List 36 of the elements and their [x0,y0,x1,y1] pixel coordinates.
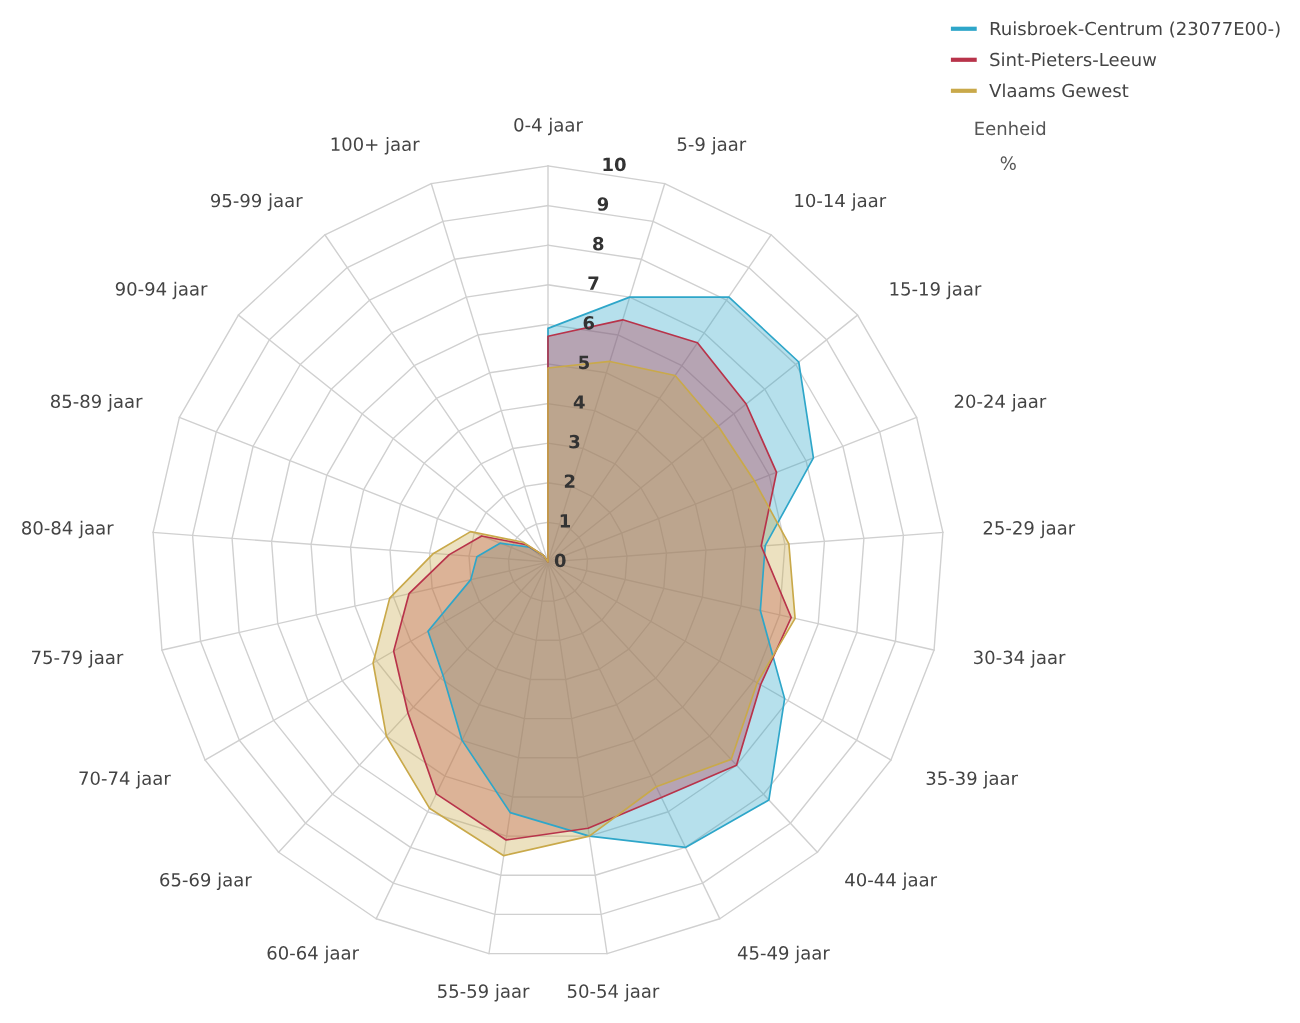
spoke-label: 40-44 jaar [845,872,938,891]
legend-label: Sint-Pieters-Leeuw [990,52,1157,67]
spoke-label: 5-9 jaar [677,137,747,155]
y-tick-label: 7 [588,276,599,290]
spoke-label: 80-84 jaar [22,520,114,539]
y-tick-label: 9 [597,197,609,211]
text: % [1000,156,1016,170]
spoke-label: 15-19 jaar [890,281,982,300]
spoke-label: 20-24 jaar [954,394,1047,412]
spoke-label: 0-4 jaar [514,117,583,136]
y-tick-label: 0 [554,553,566,568]
y-tick-label: 3 [569,434,580,449]
spoke-label: 65-69 jaar [160,872,252,891]
spoke-label: 60-64 jaar [267,945,359,964]
spoke-label: 35-39 jaar [926,771,1019,789]
spoke-label: 75-79 jaar [32,650,124,668]
spoke-label: 90-94 jaar [115,281,208,300]
text: Eenheid [975,121,1046,136]
spoke-label: 30-34 jaar [974,650,1066,668]
y-tick-label: 10 [603,157,626,172]
legend-label: Ruisbroek-Centrum (23077E00-) [990,21,1280,38]
y-tick-label: 1 [560,514,571,528]
spoke-label: 85-89 jaar [50,394,143,412]
spoke-label: 45-49 jaar [737,945,830,964]
y-tick-label: 2 [564,474,575,488]
spoke-label: 70-74 jaar [79,771,171,789]
y-tick-label: 4 [573,395,585,409]
spoke-label: 100+ jaar [331,137,420,155]
spoke-label: 55-59 jaar [438,984,530,1002]
y-tick-label: 6 [583,316,595,330]
spoke-label: 25-29 jaar [983,520,1076,539]
spoke-label: 10-14 jaar [795,193,887,211]
legend-label: Vlaams Gewest [989,83,1129,98]
spoke-label: 95-99 jaar [210,193,303,211]
y-tick-label: 8 [593,236,604,251]
spoke-label: 50-54 jaar [567,984,660,1002]
